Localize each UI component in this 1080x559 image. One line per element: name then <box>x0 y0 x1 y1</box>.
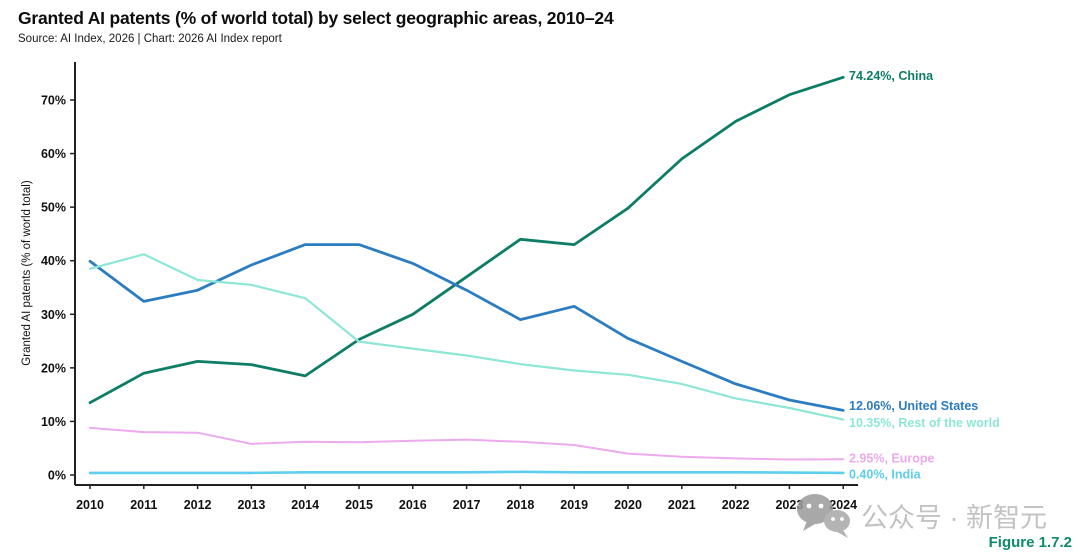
x-tick-label: 2014 <box>291 498 319 512</box>
x-tick-label: 2013 <box>237 498 265 512</box>
x-tick-label: 2012 <box>184 498 212 512</box>
y-tick-label: 40% <box>41 254 66 268</box>
y-tick-label: 20% <box>41 361 66 375</box>
line-china <box>88 75 845 405</box>
line-india <box>88 470 845 475</box>
y-tick-label: 70% <box>41 94 66 108</box>
y-tick-label: 60% <box>41 147 66 161</box>
end-label-rest-of-the-world: 10.35%, Rest of the world <box>849 416 1000 430</box>
line-europe <box>89 426 845 461</box>
end-label-united-states: 12.06%, United States <box>849 399 978 413</box>
x-tick-label: 2010 <box>76 498 104 512</box>
x-tick-label: 2022 <box>722 498 750 512</box>
y-tick-label: 50% <box>41 201 66 215</box>
end-label-europe: 2.95%, Europe <box>849 452 934 466</box>
figure-label: Figure 1.7.2 <box>988 534 1072 551</box>
line-rest-of-the-world <box>88 253 845 421</box>
x-tick-label: 2018 <box>506 498 534 512</box>
page-title: Granted AI patents (% of world total) by… <box>18 8 614 28</box>
x-tick-label: 2020 <box>614 498 642 512</box>
y-tick-label: 0% <box>48 469 66 483</box>
end-label-china: 74.24%, China <box>849 69 934 83</box>
x-tick-label: 2017 <box>453 498 481 512</box>
x-tick-label: 2011 <box>130 498 157 512</box>
x-tick-label: 2023 <box>775 498 803 512</box>
x-tick-label: 2024 <box>829 498 857 512</box>
x-tick-label: 2019 <box>560 498 588 512</box>
x-tick-label: 2015 <box>345 498 373 512</box>
x-tick-label: 2016 <box>399 498 427 512</box>
x-tick-label: 2021 <box>668 498 696 512</box>
line-united-states <box>88 243 845 412</box>
end-label-india: 0.40%, India <box>849 467 922 481</box>
y-tick-label: 30% <box>41 308 66 322</box>
y-tick-label: 10% <box>41 415 66 429</box>
chart-source-note: Source: AI Index, 2026 | Chart: 2026 AI … <box>18 33 282 45</box>
y-axis-title: Granted AI patents (% of world total) <box>21 180 33 366</box>
